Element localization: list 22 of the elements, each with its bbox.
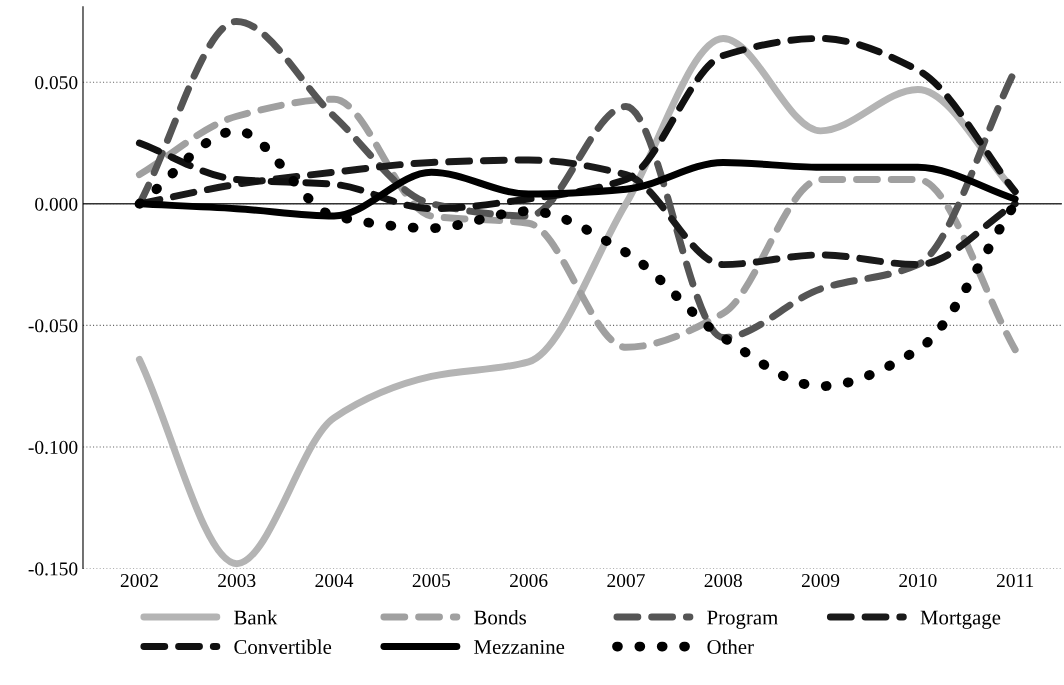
legend-label: Bonds (474, 609, 527, 625)
x-tick-label: 2008 (704, 573, 742, 588)
x-tick-label: 2011 (996, 573, 1034, 588)
x-tick-label: 2010 (899, 573, 937, 588)
y-tick-label: 0.050 (35, 76, 78, 90)
x-tick-label: 2005 (412, 573, 451, 588)
legend-label: Mezzanine (474, 639, 565, 654)
legend-label: Program (707, 610, 778, 629)
y-tick-label: -0.050 (28, 319, 78, 333)
x-tick-label: 2002 (120, 573, 158, 588)
legend-label: Other (707, 639, 754, 655)
y-tick-label: 0.000 (35, 197, 78, 211)
x-tick-label: 2007 (607, 573, 645, 588)
y-tick-label: -0.100 (28, 440, 78, 454)
x-tick-label: 2009 (801, 573, 840, 588)
legend-label: Bank (234, 609, 278, 625)
x-tick-label: 2006 (510, 573, 548, 588)
y-tick-label: -0.150 (28, 562, 78, 576)
legend-label: Convertible (234, 639, 332, 654)
x-tick-label: 2004 (315, 573, 354, 588)
legend-label: Mortgage (920, 610, 1001, 629)
x-tick-label: 2003 (218, 573, 256, 588)
